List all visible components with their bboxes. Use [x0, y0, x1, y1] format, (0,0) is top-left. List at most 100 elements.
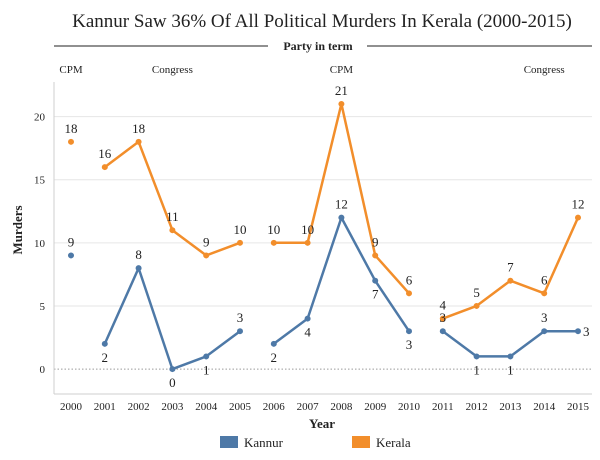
kannur-point — [575, 328, 581, 335]
kerala-point — [575, 214, 581, 221]
kerala-data-label: 12 — [572, 197, 585, 212]
kannur-data-label: 12 — [335, 197, 348, 212]
kannur-data-label: 3 — [406, 337, 413, 352]
kerala-point — [101, 164, 108, 171]
kerala-point — [304, 239, 311, 246]
kerala-point — [270, 239, 277, 246]
kannur-point — [304, 315, 311, 322]
party-labels: CPM Congress CPM Congress — [59, 64, 564, 76]
kannur-data-label: 3 — [237, 310, 244, 325]
kannur-point — [101, 340, 108, 347]
kerala-data-label: 5 — [473, 285, 480, 300]
kannur-data-label: 0 — [169, 375, 176, 390]
kannur-point — [68, 252, 74, 259]
kannur-line-segment — [442, 329, 578, 358]
series-lines — [103, 102, 580, 371]
x-tick-label: 2010 — [398, 401, 421, 413]
kannur-data-label: 4 — [304, 325, 311, 340]
kannur-data-label: 1 — [473, 362, 480, 377]
kerala-data-label: 18 — [132, 121, 145, 136]
kerala-data-label: 9 — [372, 234, 379, 249]
kerala-data-label: 4 — [440, 298, 447, 313]
kannur-point — [237, 328, 243, 335]
kerala-point — [372, 252, 379, 259]
kerala-data-label: 10 — [234, 222, 247, 237]
kerala-data-label: 9 — [203, 234, 210, 249]
kannur-data-label: 3 — [541, 310, 548, 325]
kerala-data-label: 18 — [65, 121, 78, 136]
kannur-data-label: 8 — [135, 247, 142, 262]
kannur-point — [406, 328, 412, 335]
kerala-data-label: 6 — [406, 272, 413, 287]
party-label-congress: Congress — [152, 64, 193, 76]
kannur-point — [270, 340, 277, 347]
legend-swatch-kannur — [220, 436, 238, 448]
kerala-point — [169, 227, 176, 234]
kerala-data-label: 10 — [267, 222, 280, 237]
kannur-point — [203, 353, 210, 360]
kerala-data-label: 6 — [541, 272, 548, 287]
series-points — [68, 100, 581, 373]
chart-title: Kannur Saw 36% Of All Political Murders … — [72, 11, 572, 32]
x-tick-label: 2001 — [94, 401, 116, 413]
kerala-data-label: 7 — [507, 260, 514, 275]
kannur-data-label: 7 — [372, 287, 379, 302]
chart-grid — [53, 82, 592, 395]
kannur-point — [541, 328, 548, 335]
kannur-point — [507, 353, 514, 360]
x-tick-label: 2006 — [263, 401, 286, 413]
kannur-line-segment — [273, 216, 411, 345]
kerala-data-label: 10 — [301, 222, 314, 237]
kerala-point — [473, 302, 480, 309]
x-tick-label: 2012 — [466, 401, 488, 413]
kannur-data-label: 1 — [507, 362, 514, 377]
x-tick-label: 2007 — [297, 401, 320, 413]
kannur-point — [372, 277, 379, 284]
kannur-data-label: 2 — [271, 350, 278, 365]
legend-label-kerala: Kerala — [376, 435, 411, 450]
kerala-point — [406, 290, 412, 297]
party-label-cpm: CPM — [330, 64, 353, 76]
party-label-congress: Congress — [524, 64, 565, 76]
kerala-point — [541, 290, 548, 297]
kannur-data-label: 3 — [583, 324, 590, 339]
kerala-point — [237, 239, 243, 246]
kannur-data-label: 9 — [68, 234, 75, 249]
y-tick-label: 5 — [40, 301, 46, 313]
kerala-point — [507, 277, 514, 284]
x-tick-label: 2008 — [330, 401, 353, 413]
kannur-point — [439, 328, 446, 335]
kannur-point — [473, 353, 480, 360]
kerala-point — [68, 138, 74, 145]
kerala-line-segment — [104, 140, 241, 257]
kannur-point — [338, 214, 345, 221]
x-tick-label: 2000 — [60, 401, 83, 413]
x-tick-label: 2003 — [161, 401, 184, 413]
x-axis-ticks: 2000 2001 2002 2003 2004 2005 2006 2007 2008 2009… — [60, 401, 590, 413]
x-tick-label: 2011 — [432, 401, 454, 413]
x-tick-label: 2015 — [567, 401, 590, 413]
x-tick-label: 2009 — [364, 401, 387, 413]
x-tick-label: 2005 — [229, 401, 252, 413]
party-label-cpm: CPM — [59, 64, 82, 76]
y-tick-label: 0 — [40, 364, 46, 376]
legend: Kannur Kerala — [220, 435, 411, 450]
y-tick-label: 20 — [34, 112, 46, 124]
kannur-line-segment — [103, 266, 241, 371]
kannur-data-label: 2 — [102, 350, 109, 365]
kerala-point — [203, 252, 210, 259]
x-axis-title: Year — [309, 416, 335, 431]
x-tick-label: 2004 — [195, 401, 218, 413]
kannur-data-label: 3 — [440, 310, 447, 325]
kerala-point — [439, 315, 446, 322]
y-axis-ticks: 0 5 10 15 20 — [34, 112, 46, 377]
y-tick-label: 15 — [34, 175, 46, 187]
y-tick-label: 10 — [34, 238, 46, 250]
kerala-point — [338, 100, 345, 107]
x-tick-label: 2002 — [128, 401, 150, 413]
x-tick-label: 2014 — [533, 401, 556, 413]
kerala-point — [135, 138, 142, 145]
kannur-data-label: 1 — [203, 362, 210, 377]
legend-swatch-kerala — [352, 436, 370, 448]
